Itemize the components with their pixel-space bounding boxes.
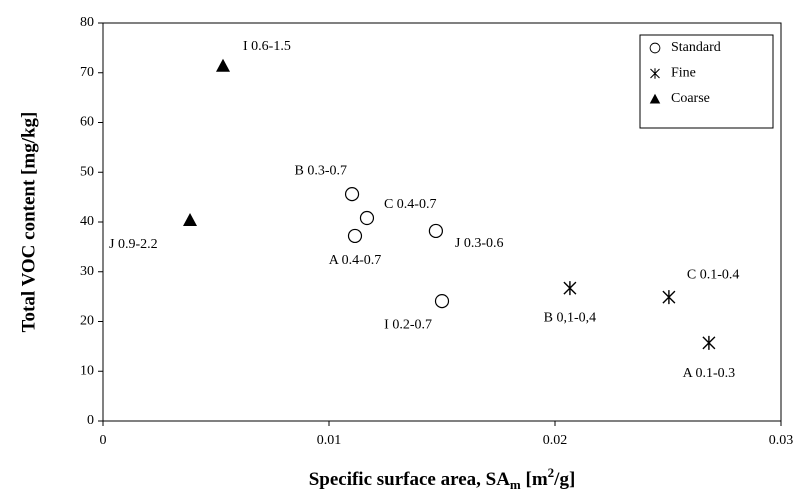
- point-label: C 0.1-0.4: [687, 267, 740, 282]
- legend-label: Standard: [671, 40, 721, 55]
- x-tick-label: 0.03: [769, 433, 794, 448]
- point-label: I 0.6-1.5: [243, 39, 291, 54]
- x-title-part: /g]: [553, 469, 575, 490]
- x-title-sub: m: [510, 477, 521, 492]
- y-tick-label: 50: [80, 164, 94, 179]
- point-label: J 0.9-2.2: [109, 237, 158, 252]
- point: [359, 210, 375, 226]
- y-tick-label: 30: [80, 264, 94, 279]
- point: [434, 294, 450, 309]
- point-label: C 0.4-0.7: [384, 197, 437, 212]
- point: [428, 223, 443, 239]
- y-tick-label: 40: [80, 214, 94, 229]
- y-tick-label: 10: [80, 363, 94, 378]
- x-title-part: Specific surface area, SA: [309, 469, 510, 490]
- legend-marker: [650, 68, 660, 79]
- legend-label: Coarse: [671, 91, 710, 106]
- y-axis-title: Total VOC content [mg/kg]: [18, 112, 39, 333]
- y-tick-label: 0: [87, 413, 94, 428]
- point: [216, 58, 231, 72]
- point: [702, 335, 716, 350]
- y-tick-label: 20: [80, 314, 94, 329]
- legend-marker: [649, 42, 661, 54]
- point-label: B 0,1-0,4: [544, 310, 597, 325]
- point-label: A 0.4-0.7: [329, 253, 382, 268]
- point: [344, 187, 360, 202]
- point-label: B 0.3-0.7: [295, 163, 348, 178]
- point-label: I 0.2-0.7: [384, 317, 432, 332]
- x-axis-title: Specific surface area, SAm [m2/g]: [309, 465, 576, 492]
- point-label: A 0.1-0.3: [683, 366, 736, 381]
- point-label: J 0.3-0.6: [455, 236, 504, 251]
- y-tick-label: 80: [80, 15, 94, 30]
- x-tick-label: 0: [100, 433, 107, 448]
- legend-box: [639, 34, 774, 129]
- legend-label: Fine: [671, 66, 696, 81]
- x-title-sup: 2: [548, 465, 555, 480]
- x-tick-label: 0.01: [317, 433, 342, 448]
- point: [183, 213, 198, 227]
- legend-marker: [649, 93, 661, 104]
- point: [563, 281, 577, 296]
- y-tick-label: 60: [80, 115, 94, 130]
- x-tick-label: 0.02: [543, 433, 568, 448]
- point: [347, 228, 363, 244]
- point: [662, 290, 676, 305]
- x-title-part: [m: [521, 469, 548, 490]
- y-tick-label: 70: [80, 65, 94, 80]
